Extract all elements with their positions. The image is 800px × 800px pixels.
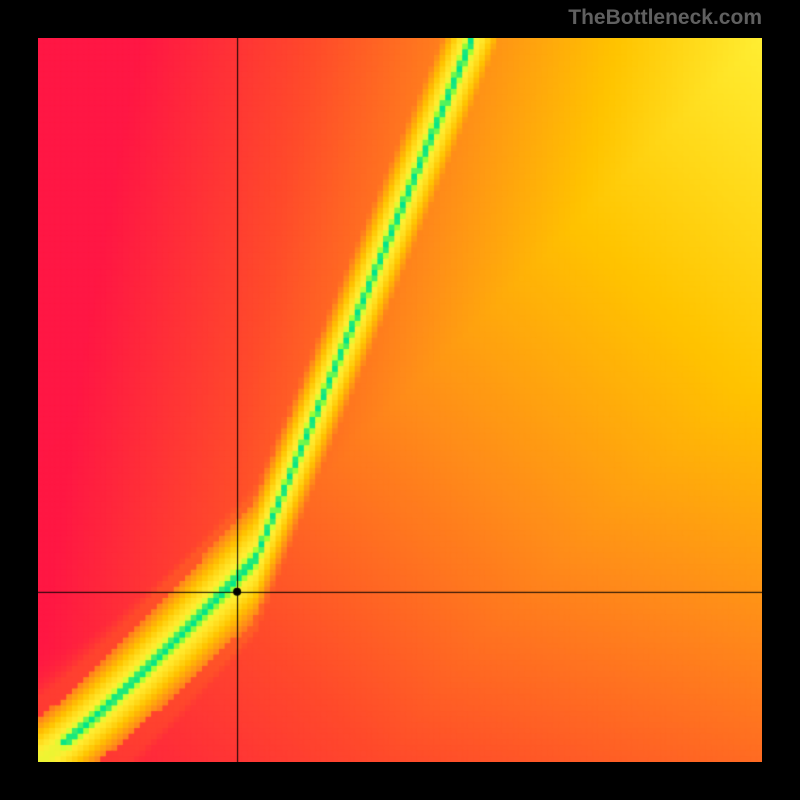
heatmap-canvas	[38, 38, 762, 762]
bottleneck-heatmap-plot	[38, 38, 762, 762]
watermark-text: TheBottleneck.com	[568, 6, 762, 30]
